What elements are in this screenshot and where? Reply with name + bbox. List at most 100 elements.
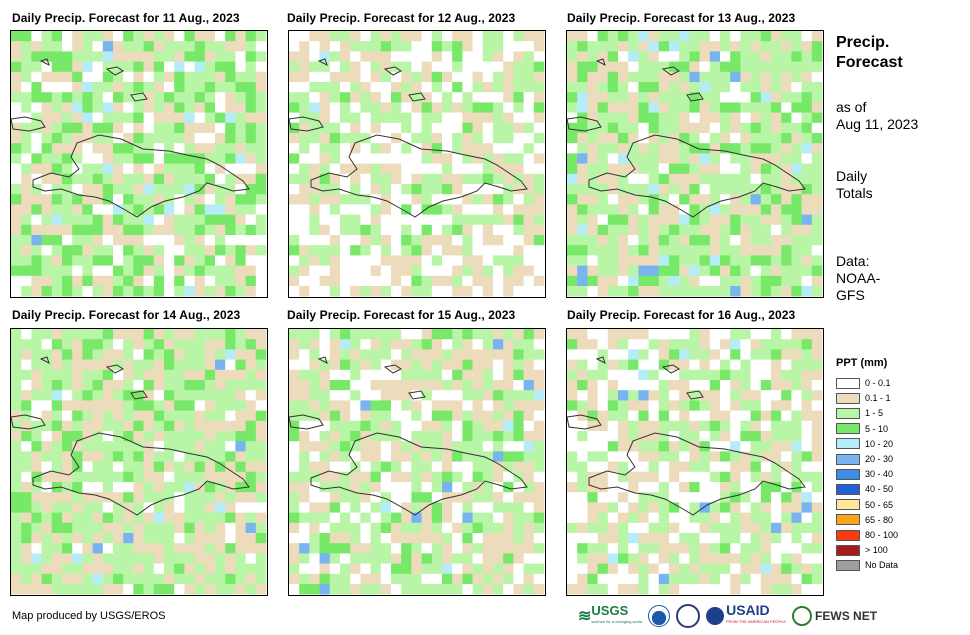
precip-cell: [771, 275, 782, 287]
precip-cell: [350, 235, 361, 246]
precip-cell: [360, 400, 371, 411]
precip-cell: [401, 143, 412, 154]
legend-swatch: [836, 407, 860, 419]
precip-cell: [523, 390, 535, 401]
precip-cell: [184, 133, 195, 144]
precip-cell: [567, 441, 578, 452]
precip-cell: [194, 543, 206, 554]
precip-cell: [245, 584, 257, 595]
precip-cell: [350, 471, 361, 483]
precip-cell: [360, 112, 371, 124]
precip-cell: [143, 369, 155, 381]
precip-cell: [225, 245, 236, 256]
precip-cell: [194, 204, 206, 215]
precip-cell: [760, 163, 772, 175]
precip-cell: [225, 441, 236, 452]
precip-cell: [391, 441, 402, 452]
precip-cell: [21, 194, 32, 205]
precip-cell: [82, 390, 93, 401]
precip-cell: [577, 245, 588, 256]
precip-cell: [11, 265, 22, 277]
precip-cell: [720, 451, 731, 462]
precip-cell: [648, 400, 660, 411]
precip-cell: [587, 102, 598, 113]
precip-cell: [319, 153, 331, 164]
fewsnet-logo-text: FEWS NET: [815, 609, 878, 623]
precip-cell: [689, 173, 700, 185]
precip-cell: [204, 122, 216, 134]
precip-cell: [350, 584, 361, 595]
side-title-line-2: Forecast: [836, 54, 903, 71]
precip-cell: [255, 71, 267, 83]
precip-cell: [102, 61, 114, 73]
precip-cell: [411, 369, 422, 381]
precip-cell: [699, 522, 711, 534]
precip-cell: [503, 512, 514, 524]
precip-cell: [133, 339, 144, 350]
precip-cell: [577, 492, 588, 503]
precip-cell: [462, 471, 473, 483]
precip-cell: [709, 400, 721, 411]
precip-cell: [82, 563, 93, 575]
precip-cell: [215, 441, 226, 452]
precip-cell: [41, 204, 53, 215]
precip-cell: [62, 173, 73, 185]
precip-cell: [760, 61, 772, 73]
precip-cell: [225, 512, 236, 524]
precip-cell: [679, 163, 690, 175]
precip-cell: [360, 194, 371, 205]
precip-cell: [699, 122, 711, 134]
precip-cell: [184, 163, 195, 175]
precip-cell: [513, 543, 524, 554]
precip-cell: [452, 153, 463, 164]
precip-cell: [462, 390, 473, 401]
precip-cell: [597, 245, 609, 256]
precip-cell: [472, 235, 484, 246]
precip-cell: [194, 482, 206, 493]
precip-cell: [750, 329, 762, 340]
precip-cell: [350, 492, 361, 503]
precip-cell: [299, 143, 310, 154]
precip-cell: [791, 410, 802, 422]
precip-cell: [143, 41, 155, 52]
precip-cell: [587, 369, 598, 381]
precip-cell: [628, 92, 639, 103]
precip-cell: [289, 329, 300, 340]
precip-cell: [679, 329, 690, 340]
precip-cell: [462, 235, 473, 246]
precip-cell: [781, 122, 792, 134]
precip-cell: [587, 553, 598, 564]
precip-cell: [113, 265, 124, 277]
precip-cell: [421, 31, 433, 42]
precip-cell: [113, 359, 124, 371]
precip-cell: [62, 359, 73, 371]
precip-cell: [533, 31, 545, 42]
precip-cell: [360, 339, 371, 350]
precip-cell: [740, 153, 751, 164]
precip-cell: [503, 51, 514, 62]
precip-cell: [801, 502, 813, 513]
precip-cell: [380, 339, 392, 350]
precip-cell: [164, 441, 175, 452]
precip-cell: [781, 133, 792, 144]
precip-cell: [421, 400, 433, 411]
precip-cell: [319, 329, 331, 340]
precip-cell: [92, 184, 104, 195]
precip-cell: [648, 512, 660, 524]
precip-cell: [360, 214, 371, 226]
precip-cell: [628, 441, 639, 452]
precip-cell: [225, 71, 236, 83]
precip-cell: [781, 153, 792, 164]
precip-cell: [92, 390, 104, 401]
precip-cell: [184, 245, 195, 256]
precip-cell: [638, 461, 649, 473]
precip-cell: [319, 112, 331, 124]
precip-cell: [360, 502, 371, 513]
precip-cell: [102, 553, 114, 564]
precip-cell: [153, 224, 165, 236]
precip-cell: [133, 245, 144, 256]
precip-cell: [245, 214, 257, 226]
precip-cell: [153, 194, 165, 205]
precip-cell: [194, 275, 206, 287]
precip-cell: [431, 112, 443, 124]
